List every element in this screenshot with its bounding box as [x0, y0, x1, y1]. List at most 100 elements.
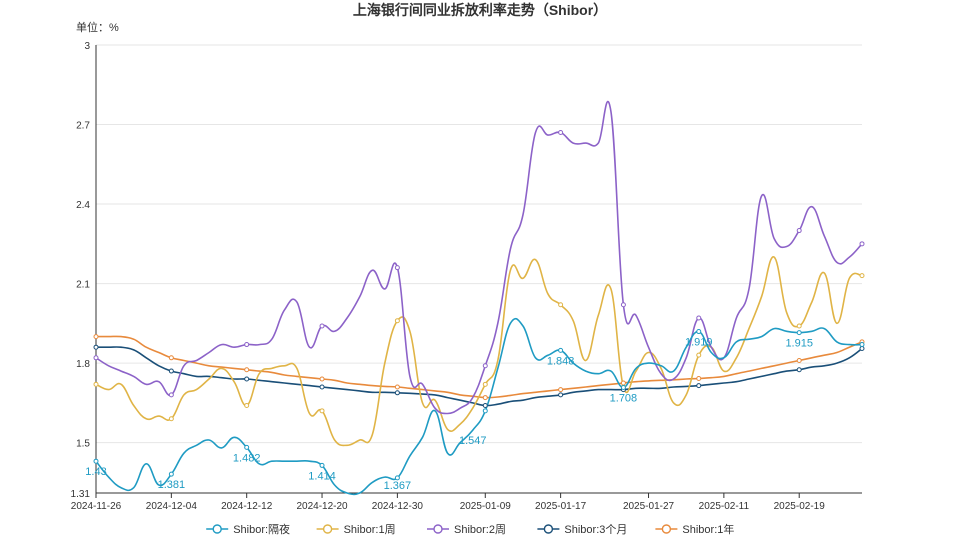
data-point [244, 367, 250, 373]
data-point [696, 329, 702, 335]
y-tick-label: 2.4 [76, 200, 90, 211]
data-label: 1.547 [459, 435, 487, 447]
x-tick-label: 2024-11-26 [71, 501, 122, 512]
x-tick-label: 2024-12-04 [146, 501, 198, 512]
data-point [93, 381, 99, 387]
data-point [482, 363, 488, 369]
data-point [394, 390, 400, 396]
data-points [93, 129, 865, 481]
legend-item-shibor-隔夜[interactable]: Shibor:隔夜 [206, 522, 290, 536]
data-point [168, 416, 174, 422]
x-tick-label: 2025-01-27 [623, 501, 675, 512]
data-label: 1.381 [158, 479, 186, 491]
x-tick-label: 2025-02-11 [699, 501, 750, 512]
legend-marker-icon [212, 524, 222, 534]
x-tick-label: 2025-01-17 [535, 501, 587, 512]
data-point [696, 315, 702, 321]
data-point [482, 395, 488, 401]
legend-item-shibor-1年[interactable]: Shibor:1年 [655, 522, 734, 536]
y-tick-label: 2.1 [76, 280, 90, 291]
y-tick-label: 1.5 [76, 439, 90, 450]
data-point [696, 383, 702, 389]
data-point [319, 384, 325, 390]
x-tick-label: 2024-12-30 [372, 501, 424, 512]
data-point [620, 380, 626, 386]
x-tick-label: 2024-12-12 [221, 501, 273, 512]
data-point [796, 323, 802, 329]
data-point [859, 241, 865, 247]
data-point [93, 458, 99, 464]
data-point [244, 376, 250, 382]
x-tick-label: 2025-01-09 [460, 501, 512, 512]
data-point [394, 265, 400, 271]
legend-label: Shibor:2周 [454, 523, 506, 536]
data-point [696, 375, 702, 381]
data-label: 1.414 [308, 470, 336, 482]
data-point [93, 355, 99, 361]
x-tick-label: 2025-02-19 [774, 501, 826, 512]
series-line-shibor-1周 [95, 256, 863, 447]
data-label: 1.919 [685, 337, 713, 349]
data-label: 1.848 [547, 355, 575, 367]
data-point [482, 403, 488, 409]
data-label: 1.482 [233, 452, 261, 464]
y-tick-label: 2.7 [76, 121, 90, 132]
data-label: 1.708 [610, 392, 638, 404]
data-point [168, 471, 174, 477]
data-point [558, 347, 564, 353]
x-axis: 2024-11-26 2024-12-04 2024-12-12 2024-12-20… [71, 492, 862, 512]
data-point [319, 408, 325, 414]
legend-marker-icon [661, 524, 672, 534]
series-line-shibor-3个月 [96, 346, 863, 407]
data-point [244, 444, 250, 450]
data-point [796, 330, 802, 336]
data-point [244, 403, 250, 409]
legend-label: Shibor:1周 [344, 523, 396, 536]
data-point [244, 342, 250, 348]
data-point [859, 346, 865, 352]
data-point [168, 355, 174, 361]
data-point [696, 352, 702, 358]
data-point [168, 392, 174, 398]
legend-label: Shibor:1年 [682, 522, 734, 536]
data-point [482, 408, 488, 414]
legend-item-shibor-1周[interactable]: Shibor:1周 [316, 523, 396, 536]
data-labels: 1.43 1.381 1.482 1.414 1.367 1.547 1.848 1.708 1… [85, 337, 813, 492]
data-point [558, 387, 564, 393]
x-tick-label: 2024-12-20 [296, 501, 348, 512]
series-line-shibor-隔夜 [95, 317, 863, 496]
data-point [620, 302, 626, 308]
y-tick-label: 1.31 [71, 489, 91, 500]
series-line-shibor-1年 [96, 335, 863, 399]
data-point [859, 273, 865, 279]
data-point [319, 323, 325, 329]
grid-lines [96, 44, 862, 494]
data-point [796, 367, 802, 373]
data-label: 1.367 [384, 480, 412, 492]
data-point [482, 381, 488, 387]
legend-item-shibor-2周[interactable]: Shibor:2周 [427, 523, 506, 536]
y-axis: 3 2.7 2.4 2.1 1.8 1.5 1.31 [71, 41, 97, 500]
data-label: 1.915 [785, 338, 813, 350]
legend-label: Shibor:隔夜 [233, 522, 290, 536]
data-point [394, 318, 400, 324]
data-point [620, 384, 626, 390]
legend-item-shibor-3个月[interactable]: Shibor:3个月 [537, 523, 627, 536]
data-point [558, 129, 564, 135]
y-tick-label: 3 [84, 41, 90, 52]
data-point [93, 344, 99, 350]
legend[interactable]: Shibor:隔夜 Shibor:1周 Shibor:2周 Shibor:3个月 Shi… [206, 522, 734, 536]
data-point [558, 392, 564, 398]
data-point [558, 302, 564, 308]
legend-marker-icon [322, 524, 333, 534]
data-label: 1.43 [85, 466, 106, 478]
data-point [796, 228, 802, 234]
data-point [93, 334, 99, 340]
y-tick-label: 1.8 [76, 359, 90, 370]
series-lines [95, 100, 863, 496]
data-point [394, 475, 400, 481]
legend-label: Shibor:3个月 [564, 523, 627, 536]
data-point [394, 384, 400, 390]
data-point [168, 368, 174, 374]
